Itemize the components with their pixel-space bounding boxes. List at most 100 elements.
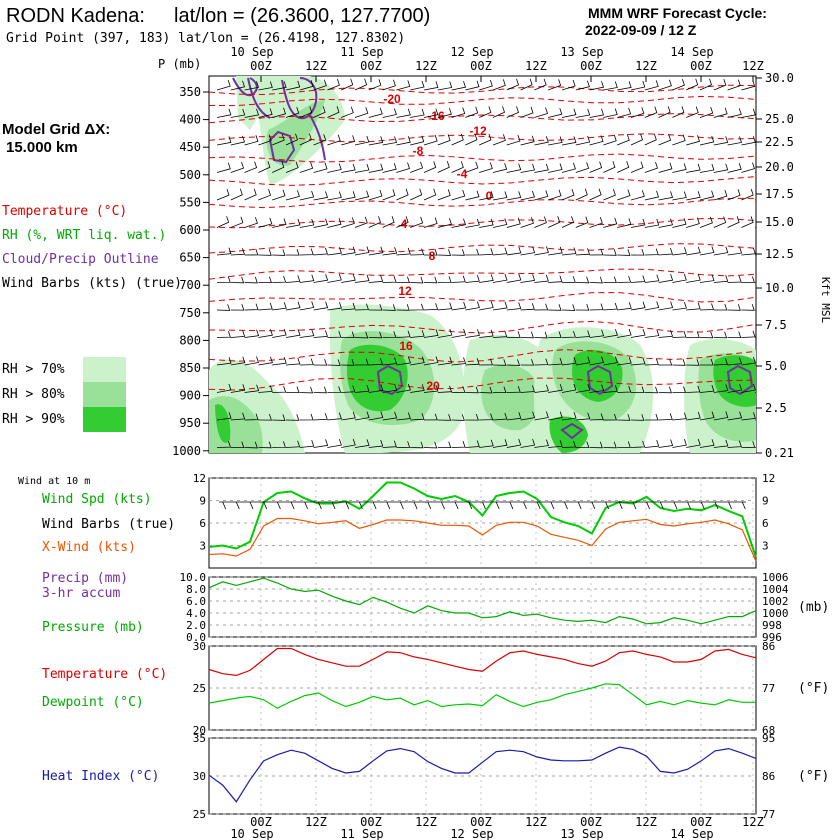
wind-barb xyxy=(313,330,328,338)
wind-barb xyxy=(534,384,549,393)
wind-barb xyxy=(713,78,727,91)
wind-barb xyxy=(244,135,259,146)
wind-barb xyxy=(465,133,478,146)
wind-barb xyxy=(644,301,660,311)
wind-barb xyxy=(713,107,728,118)
wind-barb xyxy=(589,161,603,173)
surface-wind-barb xyxy=(632,501,637,510)
wind-barb xyxy=(230,80,246,91)
isotherm-line xyxy=(209,320,756,334)
pressure-tick-label: 900 xyxy=(179,389,201,403)
wind-barb xyxy=(520,411,536,421)
wind-barb xyxy=(230,135,246,146)
wind-barb xyxy=(658,106,671,118)
wind-barb xyxy=(644,274,660,283)
right-tick-label: 996 xyxy=(762,631,782,644)
isotherm-line xyxy=(209,197,756,209)
wind-barb xyxy=(492,106,505,118)
surface-wind-barb xyxy=(263,501,268,510)
rh-legend-swatch xyxy=(83,407,126,432)
panel-series-label: X-Wind (kts) xyxy=(42,540,136,555)
bottom-day-label: 12 Sep xyxy=(450,827,493,840)
wind-barb xyxy=(479,79,493,91)
wind-barb xyxy=(699,106,714,118)
wind-barb xyxy=(589,135,604,146)
wind-barb xyxy=(617,133,630,146)
top-day-label: 13 Sep xyxy=(560,45,603,59)
wind-barb xyxy=(630,161,644,173)
wind-barb xyxy=(727,304,741,311)
wind-barb xyxy=(672,191,687,201)
wind-barb xyxy=(479,106,492,118)
pressure-tick-label: 800 xyxy=(179,333,201,347)
wind-barb xyxy=(272,275,287,283)
wind-barb xyxy=(672,163,687,173)
right-tick-label: 77 xyxy=(762,808,775,821)
kft-tick-label: 15.0 xyxy=(765,215,794,229)
wind-barb xyxy=(561,136,577,146)
wind-barb xyxy=(396,188,409,201)
wind-barb xyxy=(630,357,646,366)
wind-barb xyxy=(658,247,673,256)
wind-barb xyxy=(575,248,591,256)
wind-barb xyxy=(299,386,314,394)
wind-barb xyxy=(561,108,577,118)
wind-barb xyxy=(617,107,632,118)
wind-barb xyxy=(686,217,700,228)
wind-barb xyxy=(713,246,729,256)
pressure-tick-label: 700 xyxy=(179,278,201,292)
wind-barb xyxy=(396,304,410,311)
wind-barb xyxy=(465,274,480,283)
wind-barb xyxy=(686,273,701,283)
wind-barb xyxy=(479,218,494,228)
wind-barb xyxy=(341,191,356,201)
pressure-tick-label: 550 xyxy=(179,195,201,209)
series-line xyxy=(208,481,757,558)
surface-wind-barb xyxy=(673,501,678,510)
wind-barb xyxy=(285,106,300,118)
surface-wind-barb xyxy=(468,501,473,510)
isotherm-line xyxy=(209,292,756,303)
wind-barb xyxy=(354,331,369,339)
wind-barb xyxy=(741,441,756,448)
surface-wind-barb xyxy=(386,501,391,510)
wind-barb xyxy=(520,78,533,91)
wind-barb xyxy=(410,276,424,284)
wind-barb xyxy=(410,248,425,256)
wind-barb xyxy=(658,191,674,201)
wind-barb xyxy=(368,384,384,393)
wind-barb xyxy=(561,79,576,91)
wind-barb xyxy=(437,414,452,421)
precip-pressure-panel-frame xyxy=(208,576,757,638)
wind-barb xyxy=(672,330,687,338)
wind-barb xyxy=(534,246,549,256)
left-tick-label: 35 xyxy=(193,732,206,745)
left-tick-label: 8.0 xyxy=(186,583,206,596)
surface-wind-barb xyxy=(523,501,527,510)
wind-barb xyxy=(272,357,287,366)
wind-barb xyxy=(644,218,660,228)
wind-barb xyxy=(230,303,245,311)
left-tick-label: 9 xyxy=(199,495,206,508)
wind-barb xyxy=(272,385,287,393)
wind-barb xyxy=(244,276,258,284)
cloud-outline xyxy=(281,77,318,120)
wind-barb xyxy=(603,276,617,284)
wind-barb xyxy=(285,440,301,448)
wind-barb xyxy=(548,108,563,118)
rh-area xyxy=(215,404,231,443)
top-time-tick-label: 00Z xyxy=(470,59,492,73)
wind-barb xyxy=(534,216,547,228)
wind-barb xyxy=(534,439,549,448)
wind-barb xyxy=(630,248,645,256)
isotherm-label: -12 xyxy=(469,124,487,138)
wind-barb xyxy=(299,439,315,448)
wind-barb xyxy=(354,135,370,146)
wind-barb xyxy=(216,162,231,173)
wind-barb xyxy=(755,391,756,393)
wind-barb xyxy=(589,441,603,449)
wind-barb xyxy=(230,108,246,118)
wind-barb xyxy=(686,385,701,393)
wind-barb xyxy=(451,301,467,311)
